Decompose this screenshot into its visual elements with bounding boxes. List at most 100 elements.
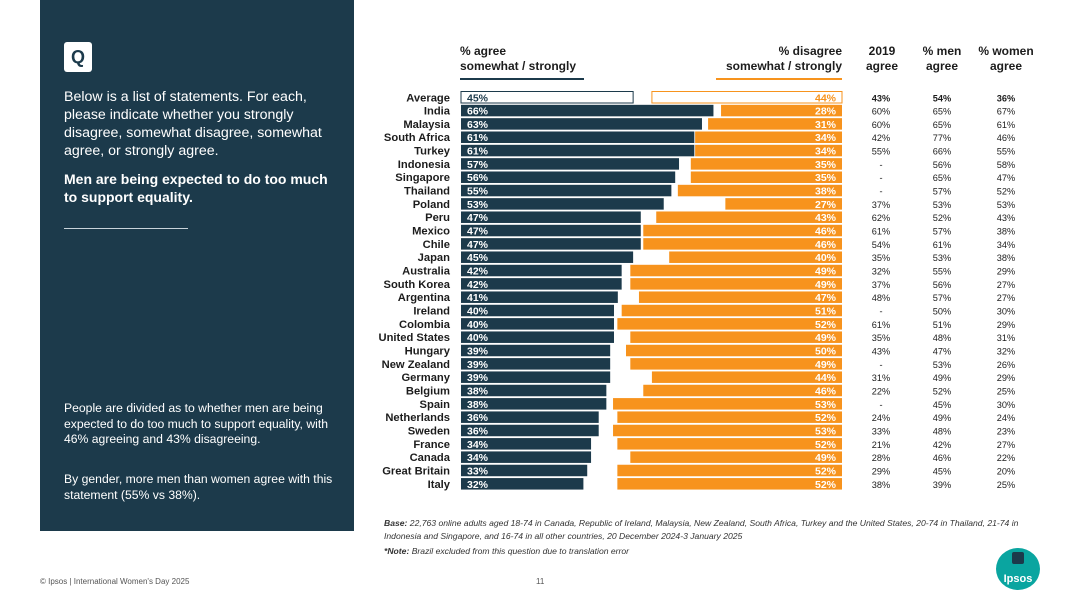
country-label: South Africa [384,132,451,144]
disagree-bar [677,184,842,197]
disagree-value-label: 53% [815,426,837,438]
agree-value-label: 42% [467,279,489,291]
country-label: India [424,106,451,118]
footer-note-text: Brazil excluded from this question due t… [409,546,630,556]
disagree-bar [617,318,842,330]
table-cell: 53% [933,360,951,370]
agree-bar [461,304,614,317]
disagree-bar [626,344,842,357]
country-label: Chile [423,239,450,251]
table-cell: - [879,307,882,317]
agree-value-label: 61% [467,132,489,144]
table-cell: 47% [933,347,951,357]
disagree-value-label: 38% [815,186,837,198]
agree-bar [461,384,607,397]
agree-bar [461,478,584,490]
table-cell: 25% [997,387,1015,397]
disagree-value-label: 40% [815,252,837,264]
table-cell: 47% [997,173,1015,183]
table-cell: 24% [872,413,890,423]
table-cell: 33% [872,427,890,437]
agree-value-label: 34% [467,439,489,451]
agree-bar [461,438,592,450]
page-number: 11 [536,577,545,586]
disagree-bar [690,158,842,170]
header-2019-line2: agree [865,59,899,73]
agree-bar [461,331,614,343]
table-cell: 61% [997,120,1015,130]
table-cell: 39% [933,480,951,490]
disagree-bar [617,464,842,477]
table-cell: 20% [997,466,1015,476]
table-cell: 45% [933,400,951,410]
table-cell: 52% [997,187,1015,197]
agree-bar [461,358,611,370]
disagree-header-underline [716,78,842,80]
agree-value-label: 40% [467,306,489,318]
table-cell: 36% [997,93,1015,103]
table-cell: 57% [933,293,951,303]
agree-bar [461,424,599,437]
country-label: Great Britain [382,465,450,477]
panel-divider [64,228,188,229]
agree-header-line2: somewhat / strongly [460,59,577,73]
country-label: New Zealand [382,359,451,371]
table-cell: 61% [872,227,890,237]
table-cell: 58% [997,160,1015,170]
agree-bar [461,291,618,303]
disagree-value-label: 35% [815,159,837,171]
disagree-value-label: 52% [815,479,837,491]
table-cell: 65% [933,173,951,183]
table-cell: 25% [997,480,1015,490]
disagree-value-label: 49% [815,359,837,371]
agree-value-label: 40% [467,319,489,331]
header-2019-line1: 2019 [868,44,896,58]
disagree-value-label: 46% [815,239,837,251]
agree-value-label: 47% [467,226,489,238]
disagree-value-label: 52% [815,319,837,331]
table-cell: 62% [872,213,890,223]
disagree-bar [643,224,842,237]
disagree-bar [721,104,842,117]
footer-base-text: 22,763 online adults aged 18-74 in Canad… [384,518,1019,541]
country-label: Australia [402,266,451,278]
table-cell: - [879,400,882,410]
table-cell: 32% [997,347,1015,357]
table-cell: 30% [997,400,1015,410]
table-cell: 52% [933,387,951,397]
table-cell: 60% [872,107,890,117]
agree-bar [461,131,695,143]
table-cell: 66% [933,147,951,157]
footer-base: Base: 22,763 online adults aged 18-74 in… [384,517,1054,543]
table-cell: 65% [933,107,951,117]
country-label: Average [406,92,450,104]
country-label: Mexico [412,226,450,238]
table-cell: 55% [933,267,951,277]
footer-base-label: Base: [384,518,408,528]
agree-value-label: 32% [467,479,489,491]
disagree-value-label: 47% [815,292,837,304]
table-cell: 57% [933,227,951,237]
disagree-value-label: 49% [815,452,837,464]
disagree-bar [695,131,842,143]
table-cell: - [879,173,882,183]
agree-bar [461,158,680,170]
table-cell: 27% [997,293,1015,303]
table-cell: - [879,160,882,170]
table-cell: 46% [997,133,1015,143]
agree-column-header: % agree somewhat / strongly [460,44,610,80]
disagree-bar [617,478,842,490]
agree-bar [461,371,611,383]
disagree-bar [630,264,842,277]
table-cell: 23% [997,427,1015,437]
agree-bar [461,278,622,290]
table-cell: 51% [933,320,951,330]
table-cell: 77% [933,133,951,143]
table-cell: 35% [872,333,890,343]
table-cell: 65% [933,120,951,130]
disagree-value-label: 44% [815,92,837,104]
table-cell: 54% [933,93,951,103]
table-cell: 26% [997,360,1015,370]
table-cell: 53% [997,200,1015,210]
country-label: Italy [428,479,451,491]
